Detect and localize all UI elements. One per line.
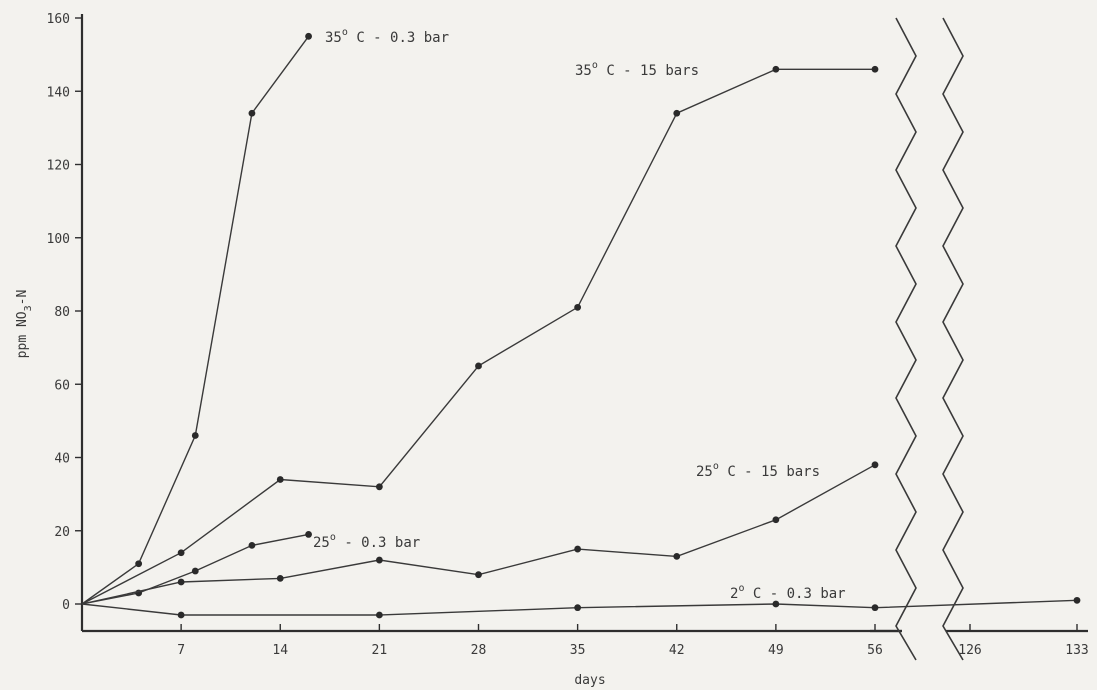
- x-tick-label-56: 56: [867, 643, 883, 658]
- series-25-c-15-bars-point-7: [177, 578, 185, 586]
- y-axis-label: ppm NO3-N: [15, 290, 34, 359]
- series-25-c-15-bars-point-21: [375, 556, 383, 564]
- series-25-0-3-bar-point-8: [191, 567, 199, 575]
- series-2-c-0-3-bar-point-35: [574, 604, 582, 612]
- series-35-c-15-bars-point-21: [375, 483, 383, 491]
- series-2-c-0-3-bar-point-49: [772, 600, 780, 608]
- y-tick-label-140: 140: [47, 85, 70, 100]
- series-25-0-3-bar-point-12: [248, 542, 256, 549]
- series-label-35-c-15-bars: 35o C - 15 bars: [575, 60, 699, 79]
- series-label-35-c-0-3-bar: 35o C - 0.3 bar: [325, 27, 449, 46]
- series-35-c-15-bars-point-14: [276, 476, 284, 483]
- axis-break-zigzag-left: [895, 17, 917, 661]
- series-2-c-0-3-bar-point-133: [1073, 596, 1081, 604]
- series-35-c-15-bars-point-56: [871, 65, 879, 73]
- series-35-c-0-3-bar-point-16: [305, 32, 312, 40]
- y-tick-label-40: 40: [54, 452, 70, 467]
- axis-break-gap: [902, 628, 946, 635]
- series-35-c-0-3-bar-line: [81, 35, 310, 605]
- series-2-c-0-3-bar-point-7: [177, 611, 185, 619]
- x-tick-label-42: 42: [669, 643, 685, 658]
- series-label-2-c-0-3-bar: 2o C - 0.3 bar: [730, 583, 846, 602]
- y-tick-label-0: 0: [62, 598, 70, 613]
- series-25-c-15-bars-point-14: [276, 574, 284, 582]
- series-25-c-15-bars-point-49: [772, 516, 780, 524]
- series-25-c-15-bars-point-56: [871, 461, 879, 469]
- series-25-c-15-bars-point-28: [475, 571, 482, 579]
- series-35-c-15-bars-point-35: [574, 303, 582, 311]
- x-tick-label-35: 35: [570, 643, 586, 658]
- series-35-c-15-bars-line: [81, 68, 875, 605]
- series-2-c-0-3-bar-point-56: [871, 604, 879, 612]
- series-35-c-15-bars-point-42: [673, 109, 681, 117]
- series-25-c-15-bars-point-42: [673, 552, 681, 560]
- y-tick-label-60: 60: [54, 378, 70, 393]
- x-tick-label-28: 28: [471, 643, 487, 658]
- y-tick-label-100: 100: [47, 232, 70, 247]
- x-tick-label-133: 133: [1065, 643, 1088, 658]
- x-tick-label-21: 21: [372, 643, 388, 658]
- series-35-c-0-3-bar-point-8: [191, 432, 199, 439]
- x-tick-label-7: 7: [177, 643, 185, 658]
- x-tick-label-49: 49: [768, 643, 784, 658]
- y-tick-label-160: 160: [47, 12, 70, 27]
- series-25-0-3-bar-point-16: [305, 531, 312, 538]
- series-35-c-15-bars-point-49: [772, 65, 780, 73]
- y-tick-label-80: 80: [54, 305, 70, 320]
- y-tick-label-20: 20: [54, 525, 70, 540]
- x-tick-label-14: 14: [272, 643, 288, 658]
- series-35-c-0-3-bar-point-4: [135, 560, 143, 568]
- series-2-c-0-3-bar-point-21: [375, 611, 383, 619]
- y-tick-label-120: 120: [47, 159, 70, 174]
- series-25-c-15-bars-line: [81, 464, 876, 605]
- series-label-25-0-3-bar: 25o - 0.3 bar: [313, 532, 420, 551]
- series-35-c-15-bars-point-7: [177, 549, 185, 557]
- x-tick-label-126: 126: [958, 643, 981, 658]
- series-label-25-c-15-bars: 25o C - 15 bars: [696, 461, 820, 480]
- series-35-c-15-bars-point-28: [475, 362, 482, 370]
- series-35-c-0-3-bar-point-12: [248, 109, 256, 117]
- x-axis-label: days: [574, 673, 605, 688]
- series-25-c-15-bars-point-35: [574, 545, 582, 553]
- axis-break-zigzag-right: [942, 17, 964, 661]
